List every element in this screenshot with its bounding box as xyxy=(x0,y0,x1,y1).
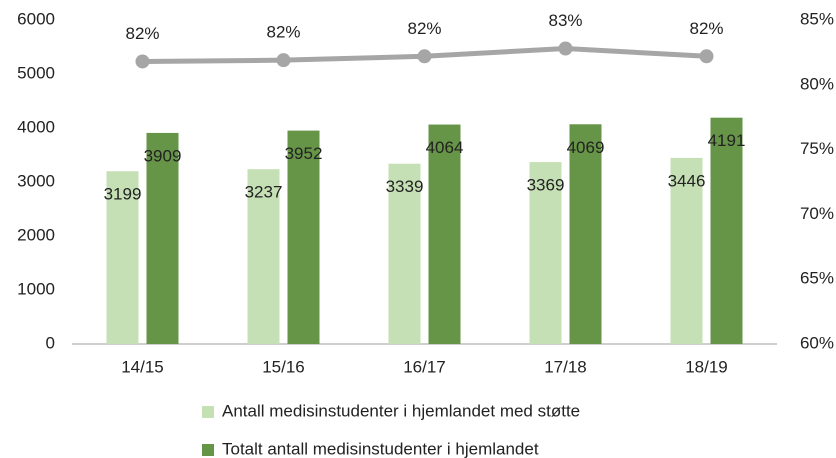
line-marker xyxy=(135,54,150,69)
legend-swatch xyxy=(202,444,214,456)
y-tick-label: 3000 xyxy=(17,171,55,190)
data-label: 4191 xyxy=(708,131,746,150)
data-label: 3369 xyxy=(527,176,565,195)
legend-label: Totalt antall medisinstudenter i hjemlan… xyxy=(222,439,539,458)
bar xyxy=(710,117,743,344)
line-marker xyxy=(276,53,291,68)
data-label: 3339 xyxy=(386,177,424,196)
bar xyxy=(569,124,602,344)
line-marker xyxy=(558,41,573,56)
bar xyxy=(670,157,703,344)
data-label: 3909 xyxy=(144,146,182,165)
data-label: 3952 xyxy=(285,144,323,163)
bar xyxy=(146,132,179,344)
data-label: 83% xyxy=(548,11,582,30)
y2-tick-label: 85% xyxy=(800,9,834,28)
y2-tick-label: 65% xyxy=(800,269,834,288)
legend-label: Antall medisinstudenter i hjemlandet med… xyxy=(222,401,580,420)
data-label: 82% xyxy=(689,19,723,38)
x-tick-label: 15/16 xyxy=(262,357,305,376)
y2-tick-label: 60% xyxy=(800,333,834,352)
line-marker xyxy=(417,49,432,64)
bar xyxy=(247,169,280,344)
data-label: 4069 xyxy=(567,138,605,157)
data-label: 3446 xyxy=(668,171,706,190)
x-tick-label: 18/19 xyxy=(685,357,728,376)
bar xyxy=(529,162,562,344)
y-tick-label: 1000 xyxy=(17,279,55,298)
bar xyxy=(388,163,421,344)
y-tick-label: 5000 xyxy=(17,63,55,82)
y-tick-label: 0 xyxy=(46,333,55,352)
bar xyxy=(106,171,139,344)
y2-tick-label: 80% xyxy=(800,74,834,93)
y2-tick-label: 75% xyxy=(800,139,834,158)
line-marker xyxy=(699,49,714,64)
data-label: 82% xyxy=(125,24,159,43)
legend-swatch xyxy=(202,406,214,418)
data-label: 82% xyxy=(266,23,300,42)
x-tick-label: 14/15 xyxy=(121,357,164,376)
bar xyxy=(287,130,320,344)
y-tick-label: 4000 xyxy=(17,117,55,136)
x-tick-label: 17/18 xyxy=(544,357,587,376)
data-label: 3237 xyxy=(245,183,283,202)
data-label: 82% xyxy=(407,19,441,38)
y-tick-label: 2000 xyxy=(17,225,55,244)
y-tick-label: 6000 xyxy=(17,9,55,28)
bar xyxy=(428,124,461,344)
data-label: 3199 xyxy=(104,185,142,204)
data-label: 4064 xyxy=(426,138,464,157)
y2-tick-label: 70% xyxy=(800,204,834,223)
x-tick-label: 16/17 xyxy=(403,357,446,376)
